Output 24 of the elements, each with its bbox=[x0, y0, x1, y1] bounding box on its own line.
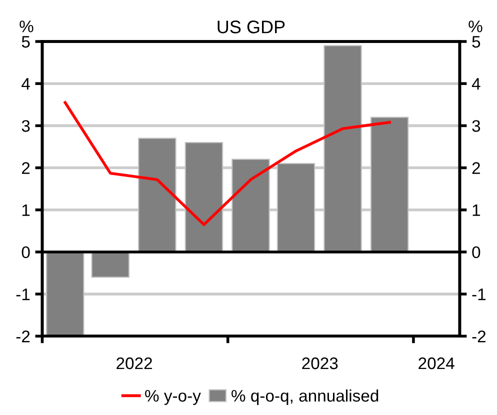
y2-tick-label: 1 bbox=[472, 204, 480, 216]
y2-axis-title: % bbox=[468, 20, 482, 32]
y-tick-label: 5 bbox=[22, 36, 30, 48]
legend-label: % q-o-q, annualised bbox=[232, 389, 378, 405]
x-tick-label: 2023 bbox=[302, 357, 338, 370]
y-tick-label: 2 bbox=[22, 162, 30, 174]
y2-tick-label: 4 bbox=[472, 78, 480, 90]
y2-tick-label: 2 bbox=[472, 162, 480, 174]
x-tick-label: 2022 bbox=[116, 357, 152, 370]
chart-title: US GDP bbox=[218, 20, 285, 34]
y2-tick-label: 5 bbox=[472, 36, 480, 48]
y2-tick-label: 3 bbox=[472, 120, 480, 132]
y-tick-label: -1 bbox=[16, 288, 30, 300]
y-tick-label: -2 bbox=[16, 330, 30, 342]
y2-tick-label: -2 bbox=[472, 330, 486, 342]
x-tick-label: 2024 bbox=[418, 357, 454, 370]
y2-tick-label: 0 bbox=[472, 246, 480, 258]
y-tick-label: 3 bbox=[22, 120, 30, 132]
y-axis-title: % bbox=[20, 20, 34, 32]
y-tick-label: 1 bbox=[22, 204, 30, 216]
y-tick-label: 0 bbox=[22, 246, 30, 258]
y2-tick-label: -1 bbox=[472, 288, 486, 300]
legend-label: % y-o-y bbox=[145, 390, 201, 405]
y-tick-label: 4 bbox=[22, 78, 30, 90]
